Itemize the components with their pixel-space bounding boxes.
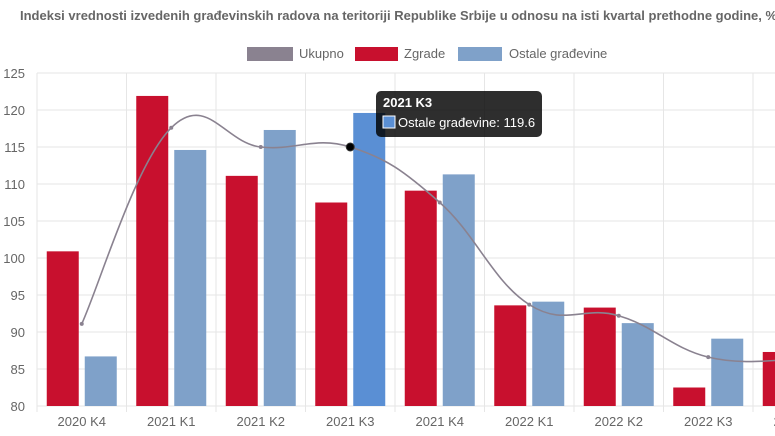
x-tick-label: 2022 K1 [505,414,553,429]
bar-zgrade[interactable] [46,251,79,406]
y-tick-label: 120 [3,103,25,118]
line-point-ukupno[interactable] [437,200,442,205]
line-point-ukupno[interactable] [616,313,621,318]
y-tick-label: 85 [11,362,25,377]
x-tick-label: 2021 K4 [416,414,464,429]
x-tick-label: 2022 K3 [684,414,732,429]
bar-zgrade[interactable] [762,351,775,406]
bar-ostale-gradevine[interactable] [263,129,296,407]
legend-swatch [247,47,293,61]
bar-ostale-gradevine[interactable] [711,338,744,406]
bar-ostale-gradevine[interactable] [84,356,117,406]
x-tick-label: 2021 K2 [237,414,285,429]
legend-item-ukupno[interactable]: Ukupno [247,46,344,61]
x-tick-label: 2022 K2 [595,414,643,429]
bar-ostale-gradevine[interactable] [621,323,654,406]
y-tick-label: 110 [4,177,25,192]
bar-zgrade[interactable] [225,175,258,406]
chart-title: Indeksi vrednosti izvedenih građevinskih… [20,8,775,23]
legend-label: Ostale građevine [509,46,607,61]
y-tick-label: 90 [11,325,25,340]
line-point-ukupno[interactable] [169,125,174,130]
y-tick-label: 95 [11,288,25,303]
legend-item-zgrade[interactable]: Zgrade [355,46,445,61]
tooltip-box [376,91,542,137]
bar-zgrade[interactable] [315,202,348,407]
bar-ostale-gradevine[interactable] [532,301,565,406]
legend-label: Zgrade [404,46,445,61]
line-point-ukupno[interactable] [345,142,355,152]
bar-ostale-gradevine[interactable] [353,112,386,407]
legend-label: Ukupno [299,46,344,61]
bar-zgrade[interactable] [583,307,616,406]
legend-item-ostale-gradevine[interactable]: Ostale građevine [458,46,607,61]
y-tick-label: 80 [11,399,25,414]
line-point-ukupno[interactable] [258,145,263,149]
x-tick-label: 2021 K1 [147,414,195,429]
tooltip-title: 2021 K3 [383,95,432,110]
legend-swatch [458,47,502,61]
y-tick-label: 115 [4,140,25,155]
line-point-ukupno[interactable] [527,302,532,307]
bar-ostale-gradevine[interactable] [174,149,207,406]
tooltip: 2021 K3 Ostale građevine: 119.6 [376,91,542,137]
tooltip-label: Ostale građevine: 119.6 [398,115,535,130]
bar-ostale-gradevine[interactable] [442,174,475,406]
x-tick-label: 2021 K3 [326,414,374,429]
y-tick-label: 100 [3,251,25,266]
bars [46,95,775,407]
bar-zgrade[interactable] [136,95,169,406]
y-tick-label: 105 [3,214,25,229]
tooltip-swatch [382,115,396,129]
legend: Ukupno Zgrade Ostale građevine [247,46,607,61]
bar-zgrade[interactable] [673,387,706,407]
line-point-ukupno[interactable] [79,321,84,326]
x-tick-label: 2020 K4 [58,414,106,429]
bar-zgrade[interactable] [404,190,437,406]
y-tick-label: 125 [3,66,25,81]
bar-zgrade[interactable] [494,305,527,406]
line-point-ukupno[interactable] [706,355,711,360]
line-series [79,114,775,363]
x-tick-label: 2022 K4 [774,414,775,429]
legend-swatch [355,47,398,61]
axes: 80 85 90 95 100 105 110 115 120 125 2020 K4 2021 K1… [3,66,775,429]
